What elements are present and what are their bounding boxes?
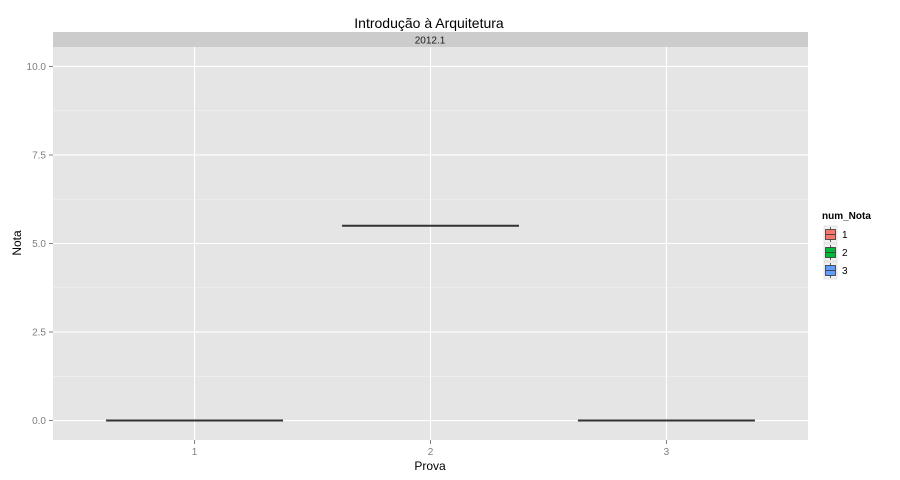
legend-title: num_Nota bbox=[822, 211, 871, 222]
y-tick-label: 7.5 bbox=[32, 150, 46, 161]
facet-strip bbox=[53, 32, 808, 47]
y-tick-label: 5.0 bbox=[32, 239, 46, 250]
legend-label: 2 bbox=[842, 248, 848, 259]
x-tick-label: 3 bbox=[664, 447, 670, 458]
boxplot-marks bbox=[106, 224, 755, 422]
x-axis: 1 2 3 bbox=[192, 440, 670, 458]
x-axis-title: Prova bbox=[414, 459, 446, 473]
y-tick-label: 0.0 bbox=[32, 416, 46, 427]
legend-label: 3 bbox=[842, 266, 848, 277]
y-axis-title: Nota bbox=[10, 230, 24, 256]
grid-lines bbox=[53, 47, 808, 440]
legend-label: 1 bbox=[842, 230, 848, 241]
y-tick-label: 10.0 bbox=[27, 62, 47, 73]
facet-label: 2012.1 bbox=[415, 36, 446, 47]
y-axis: 0.0 2.5 5.0 7.5 10.0 bbox=[27, 62, 53, 427]
x-tick-label: 2 bbox=[428, 447, 434, 458]
x-tick-label: 1 bbox=[192, 447, 198, 458]
legend: num_Nota 1 2 3 bbox=[822, 211, 871, 280]
y-tick-label: 2.5 bbox=[32, 328, 46, 339]
chart-title: Introdução à Arquitetura bbox=[354, 15, 504, 31]
